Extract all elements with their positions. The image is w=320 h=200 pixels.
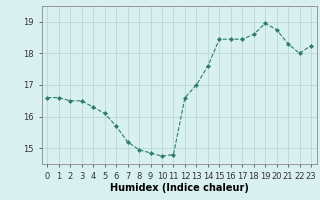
X-axis label: Humidex (Indice chaleur): Humidex (Indice chaleur)	[110, 183, 249, 193]
